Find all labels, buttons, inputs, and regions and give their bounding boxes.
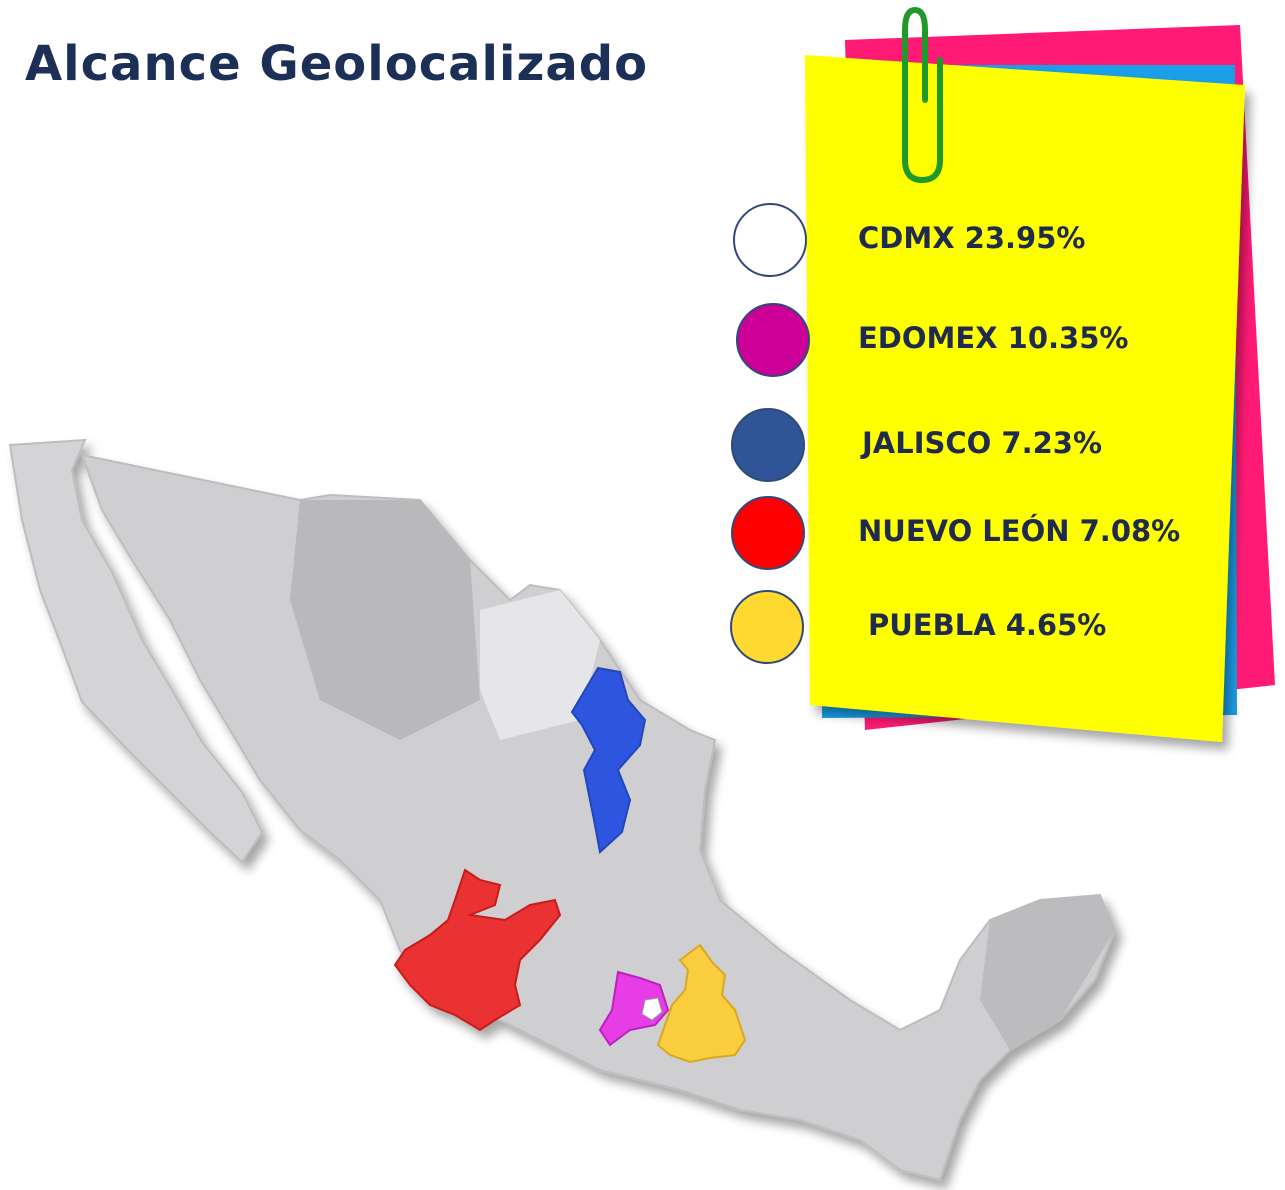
state-puebla	[656, 943, 747, 1064]
legend-swatch	[733, 203, 807, 277]
legend-swatch	[731, 408, 805, 482]
map	[8, 438, 1117, 1182]
state-jalisco	[393, 868, 562, 1032]
legend: CDMX 23.95% EDOMEX 10.35% JALISCO 7.23% NUE…	[730, 203, 1180, 664]
legend-label: PUEBLA 4.65%	[868, 608, 1106, 642]
legend-label: EDOMEX 10.35%	[858, 321, 1128, 355]
legend-swatch	[736, 303, 810, 377]
legend-label: NUEVO LEÓN 7.08%	[858, 514, 1180, 548]
state-nuevo-leon	[570, 666, 647, 854]
legend-label: CDMX 23.95%	[858, 221, 1085, 255]
title: Alcance Geolocalizado	[25, 36, 648, 92]
legend-swatch	[730, 590, 804, 664]
legend-label: JALISCO 7.23%	[860, 426, 1102, 460]
baja-california	[8, 438, 264, 864]
region-darker	[980, 895, 1115, 1050]
state-edomex	[598, 970, 670, 1047]
note-yellow	[805, 55, 1245, 742]
sticky-notes	[805, 6, 1275, 742]
paperclip	[902, 6, 943, 184]
region-light	[480, 590, 600, 740]
state-cdmx	[641, 997, 663, 1021]
legend-swatch	[731, 496, 805, 570]
region-darker	[290, 500, 480, 740]
